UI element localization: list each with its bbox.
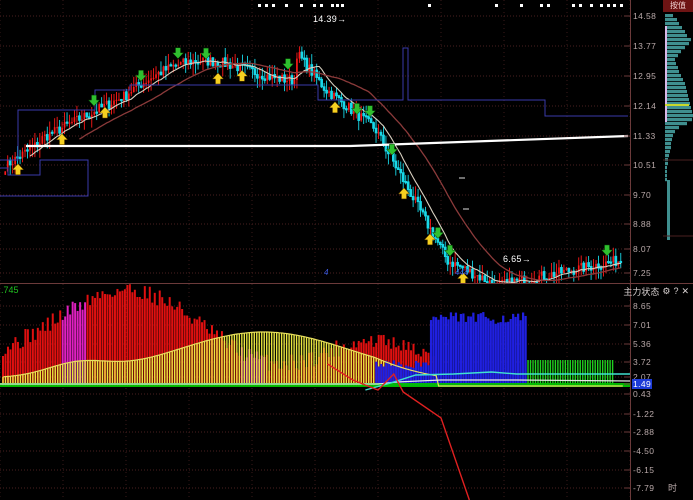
indicator-axis-tick: 3.72 (633, 357, 652, 367)
top-marker-dot (313, 4, 316, 7)
top-marker-dot (607, 4, 610, 7)
top-marker-dot (540, 4, 543, 7)
indicator-axis-tick: 2.07 (633, 372, 652, 382)
volume-profile-header: 按值 (663, 0, 693, 12)
top-marker-dot (620, 4, 623, 7)
sell-signal-arrow[interactable] (431, 227, 445, 239)
volume-by-price-panel[interactable]: 按值 (663, 0, 693, 283)
price-axis-tick: 14.58 (633, 11, 657, 21)
sell-signal-arrow[interactable] (199, 47, 213, 60)
gray-marker (463, 208, 469, 210)
top-marker-dot (600, 4, 603, 7)
buy-signal-arrow[interactable] (55, 133, 69, 145)
top-marker-dot (590, 4, 593, 7)
top-marker-dot (258, 4, 261, 7)
indicator-left-value: .745 (1, 285, 19, 295)
x-axis-tick: 4 (324, 268, 329, 277)
buy-signal-arrow[interactable] (235, 69, 249, 82)
price-axis-tick: 12.14 (633, 101, 657, 111)
price-axis-tick: 12.95 (633, 71, 657, 81)
sell-signal-arrow[interactable] (600, 244, 614, 257)
indicator-chart-panel[interactable] (0, 284, 630, 500)
indicator-axis-tick: -6.15 (633, 465, 655, 475)
time-axis-label: 时 (668, 483, 678, 493)
price-axis-tick: 8.07 (633, 244, 652, 254)
indicator-axis-tick: -1.22 (633, 409, 655, 419)
indicator-axis-tick: 0.43 (633, 389, 652, 399)
close-icon[interactable]: ✕ (681, 286, 689, 296)
sell-signal-arrow[interactable] (171, 47, 185, 60)
buy-signal-arrow[interactable] (456, 272, 470, 283)
price-axis-tick: 11.33 (633, 131, 656, 141)
buy-signal-arrow[interactable] (328, 101, 342, 113)
sell-signal-arrow[interactable] (443, 244, 457, 257)
price-chart-panel[interactable] (0, 0, 630, 283)
buy-signal-arrow[interactable] (211, 72, 225, 85)
help-icon[interactable]: ? (673, 286, 679, 296)
x-axis-tick: 444 (455, 268, 469, 277)
top-marker-dot (300, 4, 303, 7)
indicator-axis[interactable]: 8.65 7.01 5.36 3.72 2.07 1.49 0.43 -1.22 -2.88 -4… (630, 284, 664, 500)
buy-signal-arrow[interactable] (11, 163, 25, 175)
top-marker-dot (336, 4, 339, 7)
top-marker-dot (320, 4, 323, 7)
sell-signal-arrow[interactable] (363, 105, 377, 118)
gray-marker (459, 177, 465, 179)
indicator-title-bar: 主力状态 ⚙ ? ✕ (623, 285, 689, 298)
buy-signal-arrow[interactable] (423, 233, 437, 246)
sell-signal-arrow[interactable] (87, 94, 101, 107)
indicator-axis-tick: -7.79 (633, 483, 655, 493)
top-marker-dot (285, 4, 288, 7)
price-axis-tick: 10.51 (633, 160, 657, 170)
indicator-axis-tick: 7.01 (633, 320, 652, 330)
indicator-axis-tick: -2.88 (633, 427, 655, 437)
volume-profile-svg (663, 14, 693, 240)
top-marker-dot (579, 4, 582, 7)
price-axis-tick: 13.77 (633, 41, 657, 51)
panel-divider (0, 283, 693, 284)
price-axis[interactable]: 14.58 13.77 12.95 12.14 11.33 10.51 9.70 8.88 8.… (630, 0, 664, 283)
price-axis-tick: 9.70 (633, 190, 652, 200)
indicator-axis-selected-value: 1.49 (632, 379, 653, 389)
buy-signal-arrow[interactable] (98, 106, 112, 119)
sell-signal-arrow[interactable] (281, 58, 295, 70)
indicator-axis-tick: -4.50 (633, 446, 655, 456)
sell-signal-arrow[interactable] (134, 70, 148, 82)
gear-icon[interactable]: ⚙ (662, 286, 671, 296)
top-marker-dot (572, 4, 575, 7)
top-marker-dot (495, 4, 498, 7)
price-axis-tick: 7.25 (633, 268, 652, 278)
top-marker-dot (428, 4, 431, 7)
indicator-axis-tick: 5.36 (633, 339, 652, 349)
top-marker-dot (331, 4, 334, 7)
low-price-label: 6.65→ (503, 254, 532, 264)
top-marker-dot (265, 4, 268, 7)
top-marker-dot (341, 4, 344, 7)
indicator-chart-svg (0, 284, 630, 500)
top-marker-dot (547, 4, 550, 7)
price-chart-svg (0, 0, 630, 283)
high-price-label: 14.39→ (313, 14, 347, 24)
price-axis-tick: 8.88 (633, 219, 652, 229)
indicator-right-pad (663, 284, 693, 500)
sell-signal-arrow[interactable] (350, 103, 364, 115)
top-marker-dot (272, 4, 275, 7)
buy-signal-arrow[interactable] (397, 187, 411, 200)
top-marker-dot (613, 4, 616, 7)
sell-signal-arrow[interactable] (385, 143, 399, 156)
top-marker-dot (520, 4, 523, 7)
indicator-axis-tick: 8.65 (633, 301, 652, 311)
indicator-title-label: 主力状态 (623, 287, 660, 297)
